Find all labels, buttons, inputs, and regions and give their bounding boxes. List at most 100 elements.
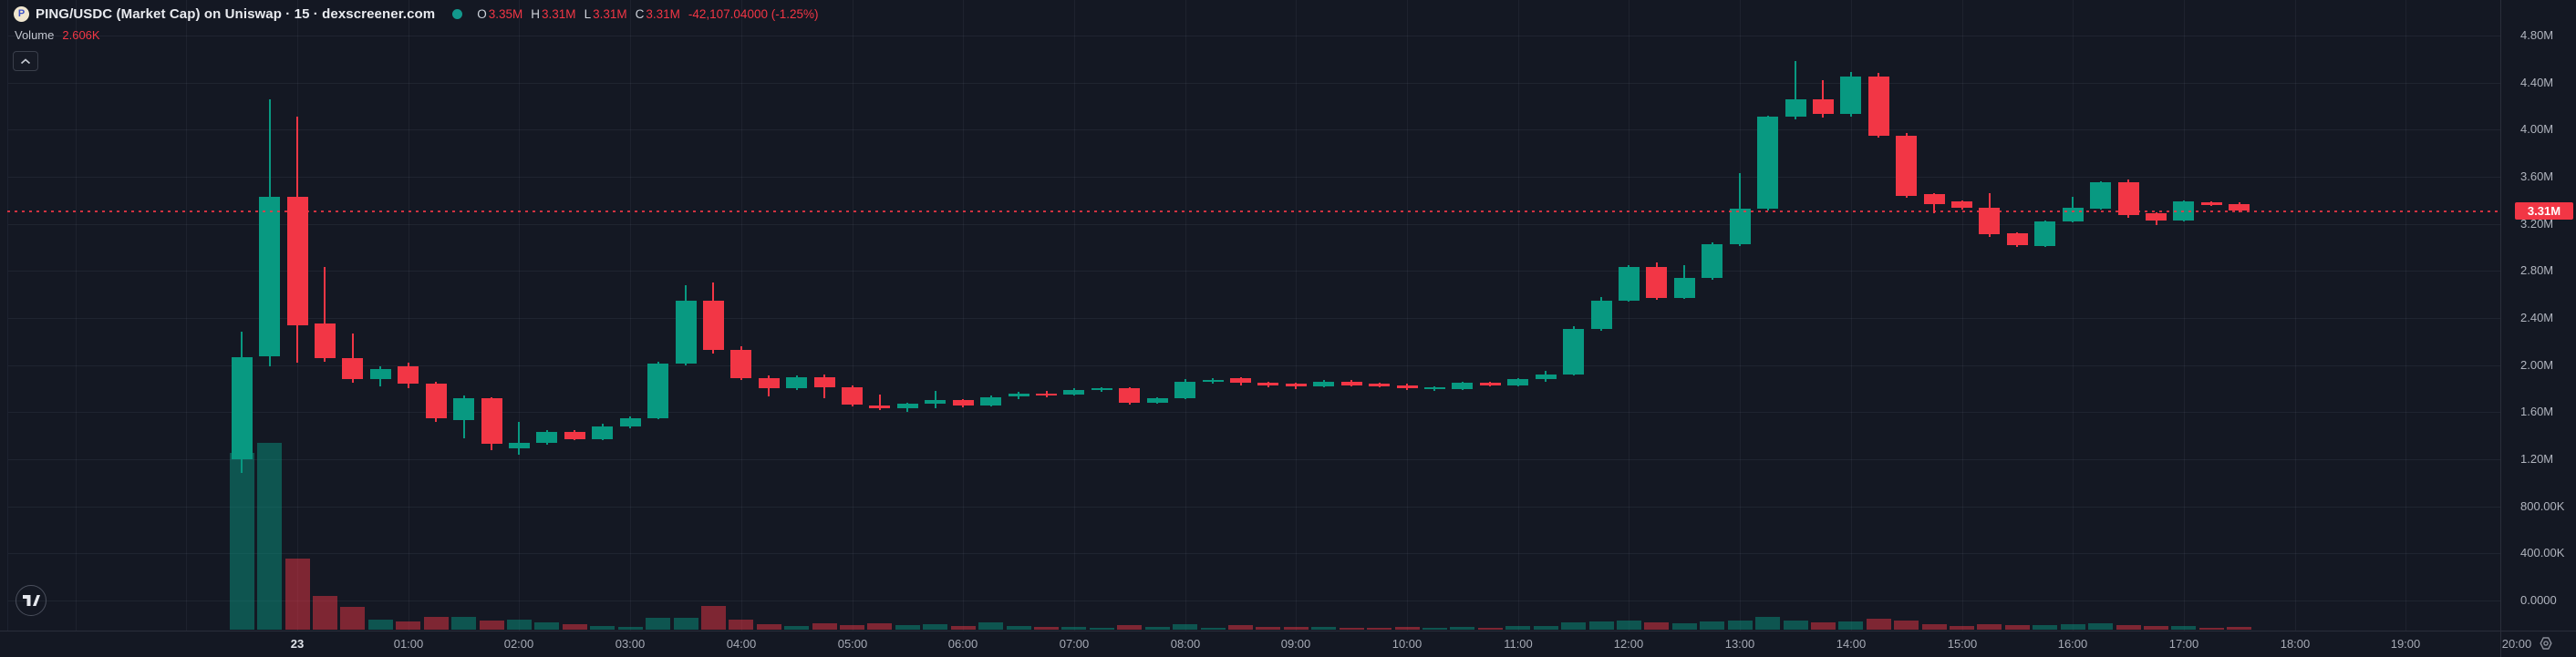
volume-bar	[2227, 627, 2252, 630]
volume-bar	[1256, 627, 1281, 630]
time-axis-label: 18:00	[2280, 637, 2311, 651]
candle	[980, 396, 1002, 405]
open-value: 3.35M	[488, 6, 523, 21]
time-axis-label: 16:00	[2057, 637, 2088, 651]
candle	[730, 349, 752, 378]
candle	[1812, 98, 1834, 115]
time-axis-label: 05:00	[837, 637, 868, 651]
candle-wick	[878, 394, 881, 410]
collapse-legend-button[interactable]	[13, 51, 38, 71]
candle	[1423, 387, 1445, 390]
volume-bar	[423, 617, 449, 630]
volume-bar	[756, 624, 781, 630]
volume-bar	[1144, 627, 1170, 630]
volume-bar	[1505, 626, 1531, 630]
v-gridline	[1740, 0, 1741, 631]
candle	[2090, 182, 2112, 209]
volume-bar	[1866, 619, 1891, 630]
volume-bar	[1228, 625, 1253, 630]
volume-value: 2.606K	[62, 27, 100, 42]
candle	[1729, 208, 1751, 244]
volume-bar	[1089, 628, 1114, 630]
candle	[286, 196, 308, 325]
candle	[1590, 300, 1612, 329]
candle	[869, 405, 891, 409]
time-axis-label: 08:00	[1170, 637, 1201, 651]
candle	[1119, 388, 1141, 403]
axis-settings-button[interactable]	[2538, 635, 2554, 652]
h-gridline	[7, 177, 2500, 178]
last-price-line	[7, 210, 2500, 212]
candle	[1507, 379, 1529, 385]
candle	[1008, 393, 1029, 397]
high-value: 3.31M	[542, 6, 576, 21]
volume-label: Volume	[15, 27, 55, 42]
v-gridline	[1407, 0, 1408, 631]
candle	[1063, 389, 1085, 395]
volume-bar	[895, 625, 920, 630]
volume-bar	[2060, 624, 2085, 630]
low-label: L	[584, 6, 592, 21]
v-gridline	[2405, 0, 2406, 631]
candle	[1202, 380, 1224, 383]
volume-layer[interactable]	[0, 0, 2500, 631]
time-axis-label: 13:00	[1724, 637, 1755, 651]
h-gridline	[7, 553, 2500, 554]
candle	[1785, 98, 1806, 117]
volume-bar	[617, 627, 643, 630]
candle	[259, 196, 281, 357]
candle	[786, 376, 808, 389]
tradingview-logo[interactable]	[16, 585, 47, 616]
price-axis-label: 2.80M	[2520, 263, 2554, 277]
candle	[508, 442, 530, 449]
candle-wick	[324, 267, 326, 362]
volume-bar	[1034, 627, 1059, 630]
time-axis-label: 15:00	[1947, 637, 1978, 651]
candle	[1257, 383, 1279, 385]
candle	[1673, 278, 1695, 298]
h-gridline	[7, 224, 2500, 225]
low-value: 3.31M	[593, 6, 627, 21]
price-axis-label: 3.60M	[2520, 169, 2554, 183]
volume-bar	[1644, 622, 1670, 630]
volume-bar	[1200, 628, 1226, 630]
v-gridline	[186, 0, 187, 631]
time-axis-label: 17:00	[2168, 637, 2199, 651]
candle	[1340, 381, 1362, 385]
candle	[647, 364, 668, 418]
volume-bar	[1727, 621, 1753, 630]
volume-bar	[2198, 628, 2224, 630]
candle	[619, 417, 641, 426]
candle	[481, 397, 502, 445]
h-gridline	[7, 129, 2500, 130]
h-gridline	[7, 507, 2500, 508]
candle	[1896, 135, 1918, 196]
candle	[398, 365, 419, 385]
chart-title: PING/USDC (Market Cap) on Uniswap · 15 ·…	[36, 5, 436, 22]
candle	[453, 397, 475, 421]
time-axis-label: 06:00	[947, 637, 978, 651]
volume-bar	[1422, 628, 1447, 630]
volume-bar	[1977, 624, 2002, 630]
volume-bar	[673, 618, 698, 630]
candle	[564, 432, 585, 439]
volume-bar	[229, 453, 254, 630]
volume-bar	[1561, 622, 1586, 630]
candle-wick	[1795, 61, 1796, 119]
volume-bar	[646, 618, 670, 630]
candle	[314, 323, 336, 358]
candle-pane[interactable]	[0, 0, 2500, 631]
v-gridline	[963, 0, 964, 631]
price-axis-label: 3.20M	[2520, 217, 2554, 231]
candle	[2200, 202, 2222, 205]
candle	[842, 387, 863, 405]
v-gridline	[2184, 0, 2185, 631]
volume-bar	[1311, 627, 1337, 630]
volume-bar	[2033, 625, 2058, 630]
v-gridline	[76, 0, 77, 631]
chevron-up-icon	[20, 57, 31, 64]
v-gridline	[1074, 0, 1075, 631]
volume-bar	[1477, 628, 1503, 630]
candle	[925, 400, 947, 405]
candle-wick	[1822, 79, 1825, 118]
